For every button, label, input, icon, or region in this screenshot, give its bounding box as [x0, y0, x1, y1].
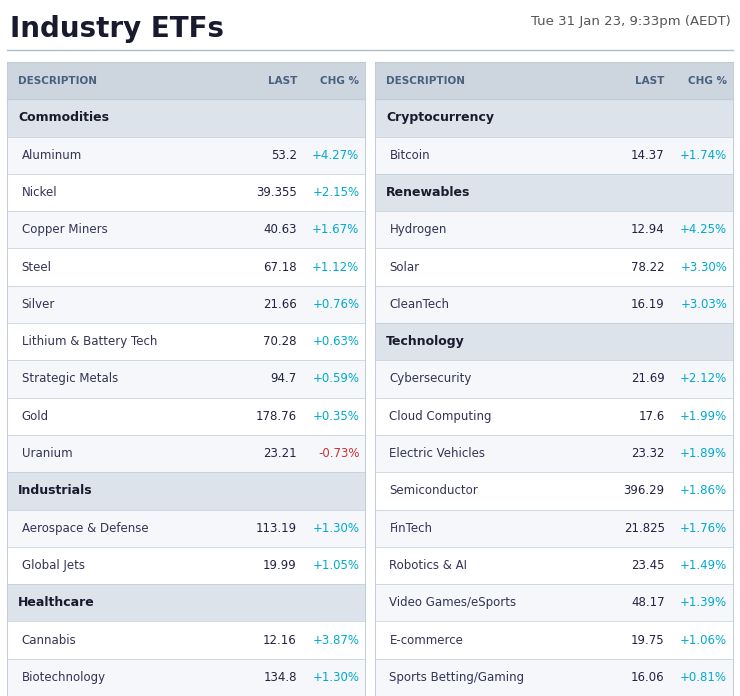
Text: +4.25%: +4.25% — [680, 223, 727, 237]
Text: 40.63: 40.63 — [263, 223, 297, 237]
Text: Tue 31 Jan 23, 9:33pm (AEDT): Tue 31 Jan 23, 9:33pm (AEDT) — [531, 15, 730, 29]
Text: 17.6: 17.6 — [639, 410, 665, 422]
Text: +0.76%: +0.76% — [312, 298, 360, 311]
Text: +3.03%: +3.03% — [680, 298, 727, 311]
Text: Steel: Steel — [21, 260, 52, 274]
Text: Renewables: Renewables — [386, 186, 471, 199]
Text: 23.45: 23.45 — [631, 559, 665, 572]
Text: +1.30%: +1.30% — [312, 522, 360, 535]
Text: 19.99: 19.99 — [263, 559, 297, 572]
Text: DESCRIPTION: DESCRIPTION — [18, 76, 97, 86]
Text: Technology: Technology — [386, 335, 465, 348]
Text: 134.8: 134.8 — [263, 671, 297, 684]
Text: +1.30%: +1.30% — [312, 671, 360, 684]
Text: Gold: Gold — [21, 410, 49, 422]
Text: Cybersecurity: Cybersecurity — [389, 372, 472, 386]
Text: 21.66: 21.66 — [263, 298, 297, 311]
Text: Electric Vehicles: Electric Vehicles — [389, 447, 485, 460]
Text: CHG %: CHG % — [320, 76, 360, 86]
Text: Strategic Metals: Strategic Metals — [21, 372, 118, 386]
Text: 113.19: 113.19 — [256, 522, 297, 535]
Text: 12.94: 12.94 — [631, 223, 665, 237]
Text: Copper Miners: Copper Miners — [21, 223, 107, 237]
Text: 67.18: 67.18 — [263, 260, 297, 274]
Text: 94.7: 94.7 — [271, 372, 297, 386]
Text: 16.06: 16.06 — [631, 671, 665, 684]
Text: 39.355: 39.355 — [256, 186, 297, 199]
Text: 178.76: 178.76 — [256, 410, 297, 422]
Text: CleanTech: CleanTech — [389, 298, 449, 311]
Text: CHG %: CHG % — [688, 76, 727, 86]
Text: Nickel: Nickel — [21, 186, 57, 199]
Text: 16.19: 16.19 — [631, 298, 665, 311]
Text: +2.12%: +2.12% — [680, 372, 727, 386]
Text: Biotechnology: Biotechnology — [21, 671, 106, 684]
Text: Aluminum: Aluminum — [21, 149, 82, 161]
Text: +1.89%: +1.89% — [680, 447, 727, 460]
Text: Industrials: Industrials — [18, 484, 93, 498]
Text: 53.2: 53.2 — [271, 149, 297, 161]
Text: Cannabis: Cannabis — [21, 633, 76, 647]
Text: Semiconductor: Semiconductor — [389, 484, 478, 498]
Text: DESCRIPTION: DESCRIPTION — [386, 76, 465, 86]
Text: 14.37: 14.37 — [631, 149, 665, 161]
Text: +1.49%: +1.49% — [680, 559, 727, 572]
Text: +0.81%: +0.81% — [680, 671, 727, 684]
Text: 23.32: 23.32 — [631, 447, 665, 460]
Text: Uranium: Uranium — [21, 447, 73, 460]
Text: 19.75: 19.75 — [631, 633, 665, 647]
Text: Lithium & Battery Tech: Lithium & Battery Tech — [21, 335, 157, 348]
Text: 78.22: 78.22 — [631, 260, 665, 274]
Text: +1.99%: +1.99% — [680, 410, 727, 422]
Text: E-commerce: E-commerce — [389, 633, 463, 647]
Text: FinTech: FinTech — [389, 522, 432, 535]
Text: Healthcare: Healthcare — [18, 596, 95, 609]
Text: +1.06%: +1.06% — [680, 633, 727, 647]
Text: Global Jets: Global Jets — [21, 559, 84, 572]
Text: +3.30%: +3.30% — [680, 260, 727, 274]
Text: Silver: Silver — [21, 298, 55, 311]
Text: 48.17: 48.17 — [631, 596, 665, 609]
Text: LAST: LAST — [636, 76, 665, 86]
Text: +0.35%: +0.35% — [312, 410, 360, 422]
Text: Industry ETFs: Industry ETFs — [10, 15, 223, 43]
Text: +1.76%: +1.76% — [680, 522, 727, 535]
Text: +4.27%: +4.27% — [312, 149, 360, 161]
Text: 23.21: 23.21 — [263, 447, 297, 460]
Text: +2.15%: +2.15% — [312, 186, 360, 199]
Text: +1.12%: +1.12% — [312, 260, 360, 274]
Text: +0.63%: +0.63% — [312, 335, 360, 348]
Text: +1.86%: +1.86% — [680, 484, 727, 498]
Text: 70.28: 70.28 — [263, 335, 297, 348]
Text: Sports Betting/Gaming: Sports Betting/Gaming — [389, 671, 525, 684]
Text: +3.87%: +3.87% — [312, 633, 360, 647]
Text: LAST: LAST — [268, 76, 297, 86]
Text: Commodities: Commodities — [18, 111, 109, 125]
Text: -0.73%: -0.73% — [318, 447, 360, 460]
Text: Cloud Computing: Cloud Computing — [389, 410, 492, 422]
Text: +1.05%: +1.05% — [312, 559, 360, 572]
Text: +1.67%: +1.67% — [312, 223, 360, 237]
Text: Bitcoin: Bitcoin — [389, 149, 430, 161]
Text: Cryptocurrency: Cryptocurrency — [386, 111, 494, 125]
Text: +1.74%: +1.74% — [680, 149, 727, 161]
Text: Video Games/eSports: Video Games/eSports — [389, 596, 517, 609]
Text: Solar: Solar — [389, 260, 420, 274]
Text: 21.69: 21.69 — [631, 372, 665, 386]
Text: +0.59%: +0.59% — [312, 372, 360, 386]
Text: 396.29: 396.29 — [624, 484, 665, 498]
Text: Aerospace & Defense: Aerospace & Defense — [21, 522, 148, 535]
Text: 21.825: 21.825 — [624, 522, 665, 535]
Text: 12.16: 12.16 — [263, 633, 297, 647]
Text: Hydrogen: Hydrogen — [389, 223, 447, 237]
Text: +1.39%: +1.39% — [680, 596, 727, 609]
Text: Robotics & AI: Robotics & AI — [389, 559, 468, 572]
